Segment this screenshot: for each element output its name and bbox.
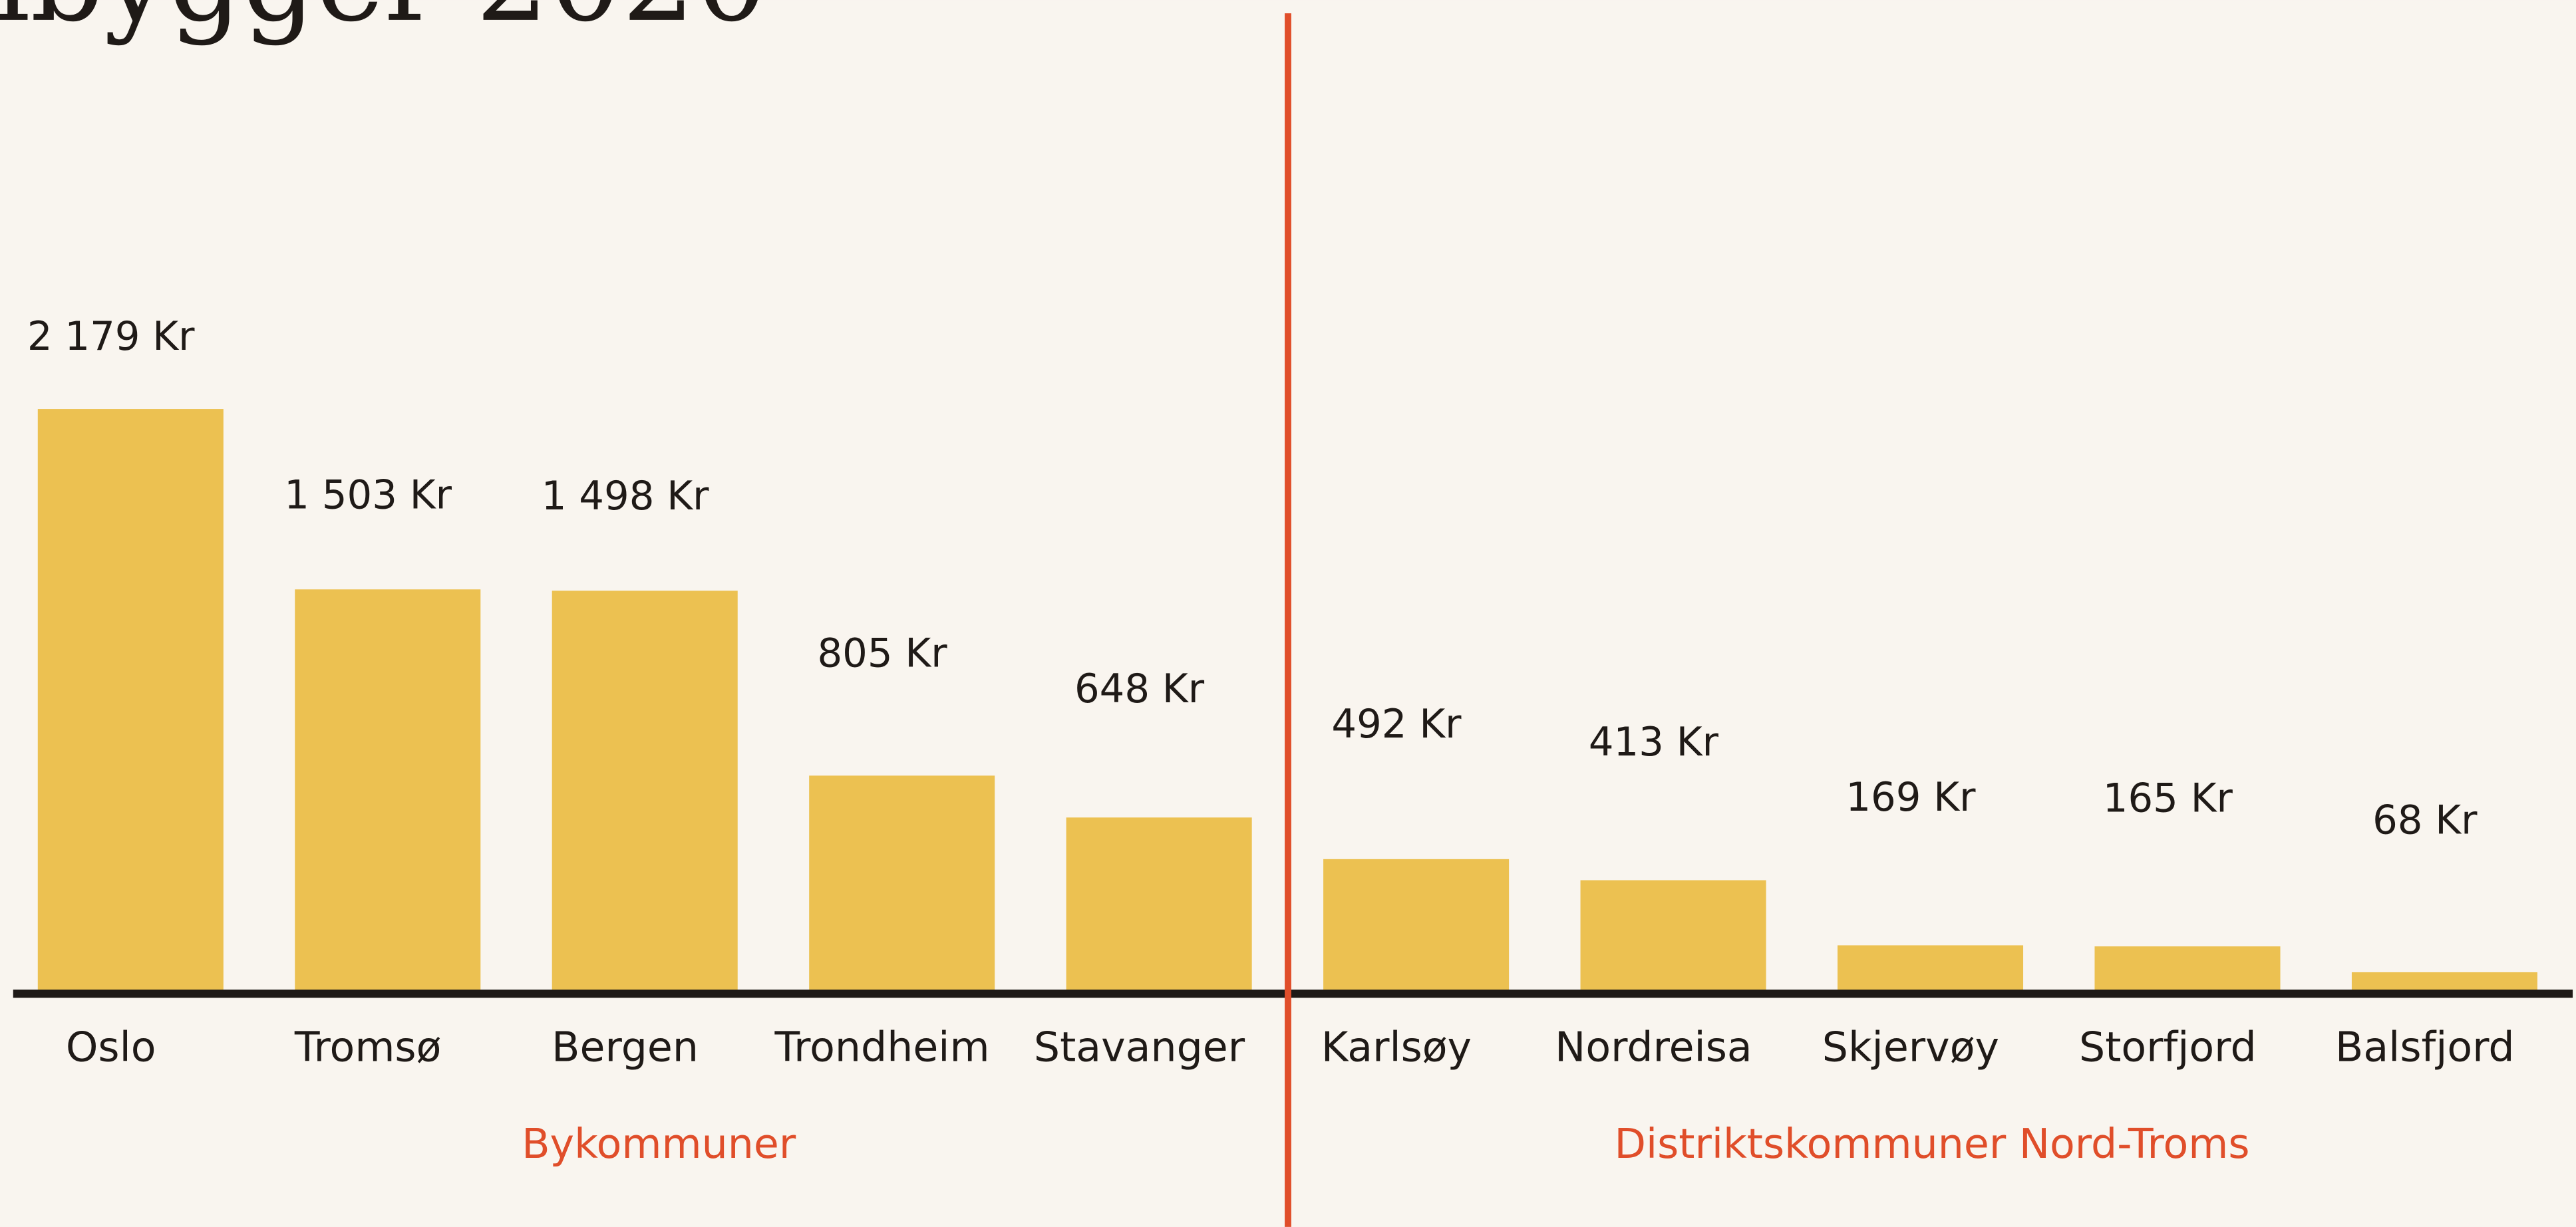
bar: [809, 775, 995, 991]
x-tick-label: Nordreisa: [1555, 1023, 1752, 1071]
value-label: 2 179 Kr: [27, 313, 195, 359]
value-label: 648 Kr: [1074, 666, 1205, 712]
value-label: 1 503 Kr: [284, 472, 452, 517]
bar: [37, 409, 224, 991]
x-tick-label: Trondheim: [774, 1023, 990, 1071]
x-tick-label: Stavanger: [1034, 1023, 1245, 1071]
bar: [552, 591, 738, 991]
bar: [1580, 880, 1766, 991]
chart-title: ibygger 2020: [0, 0, 768, 47]
value-label: 169 Kr: [1846, 774, 1976, 820]
value-label: 165 Kr: [2103, 775, 2233, 821]
value-label: 413 Kr: [1589, 719, 1719, 765]
bar: [2094, 946, 2281, 991]
bar: [1066, 817, 1252, 991]
bar: [295, 589, 481, 991]
value-label: 1 498 Kr: [542, 473, 709, 519]
x-tick-label: Storfjord: [2079, 1023, 2257, 1071]
value-label: 805 Kr: [817, 630, 947, 676]
bar: [2351, 972, 2537, 991]
value-label: 68 Kr: [2372, 797, 2478, 843]
x-tick-label: Skjervøy: [1822, 1023, 1999, 1071]
x-tick-label: Balsfjord: [2335, 1023, 2515, 1071]
value-label: 492 Kr: [1331, 701, 1462, 747]
bar: [1838, 945, 2024, 991]
x-tick-label: Oslo: [66, 1023, 156, 1071]
group-label: Distriktskommuner Nord-Troms: [1614, 1120, 2249, 1168]
x-tick-label: Tromsø: [294, 1023, 441, 1071]
x-tick-label: Bergen: [552, 1023, 699, 1071]
x-tick-label: Karlsøy: [1321, 1023, 1472, 1071]
group-label: Bykommuner: [522, 1120, 796, 1168]
bar: [1323, 859, 1510, 991]
